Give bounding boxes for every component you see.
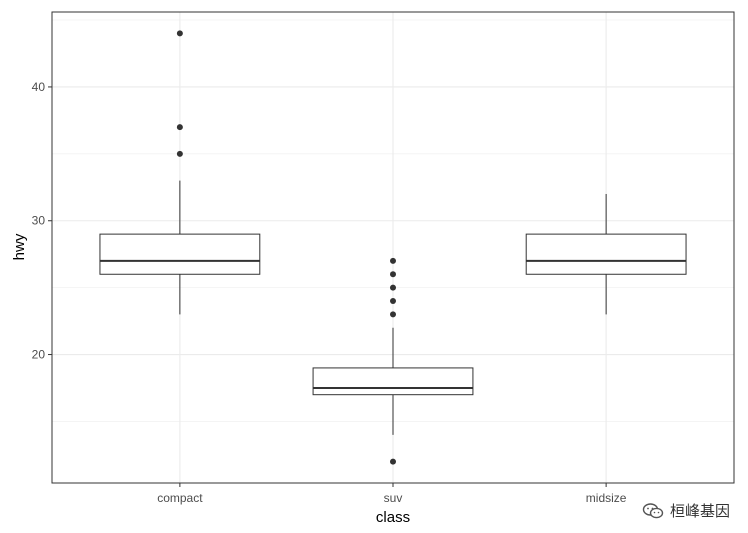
y-tick-label: 30 bbox=[32, 214, 46, 228]
x-tick-label: compact bbox=[157, 491, 203, 505]
outlier-point bbox=[176, 124, 183, 131]
outlier-point bbox=[390, 311, 396, 318]
wechat-icon bbox=[642, 502, 664, 518]
box-iqr bbox=[99, 233, 261, 275]
box-iqr bbox=[312, 367, 474, 396]
y-axis-title: hwy bbox=[11, 233, 28, 260]
outlier-point bbox=[390, 458, 396, 465]
watermark-text: 桓峰基因 bbox=[669, 502, 730, 520]
outlier-point bbox=[390, 298, 396, 305]
y-tick-label: 40 bbox=[32, 80, 46, 94]
box-group-midsize bbox=[525, 193, 687, 315]
outlier-point bbox=[390, 284, 396, 291]
x-axis-title: class bbox=[376, 509, 410, 526]
x-tick-label: midsize bbox=[586, 491, 627, 505]
outlier-point bbox=[390, 271, 396, 278]
box-group-suv bbox=[312, 257, 474, 465]
outlier-point bbox=[176, 150, 183, 157]
outlier-point bbox=[390, 257, 396, 264]
box-iqr bbox=[525, 233, 687, 275]
x-tick-label: suv bbox=[384, 491, 403, 505]
x-axis: compact suv midsize bbox=[157, 483, 627, 505]
y-tick-label: 20 bbox=[32, 348, 46, 362]
box-group-compact bbox=[99, 30, 261, 315]
outlier-point bbox=[176, 30, 183, 37]
y-axis: 20 30 40 bbox=[32, 80, 52, 362]
watermark: 桓峰基因 bbox=[637, 498, 734, 523]
boxes-layer bbox=[99, 30, 687, 465]
